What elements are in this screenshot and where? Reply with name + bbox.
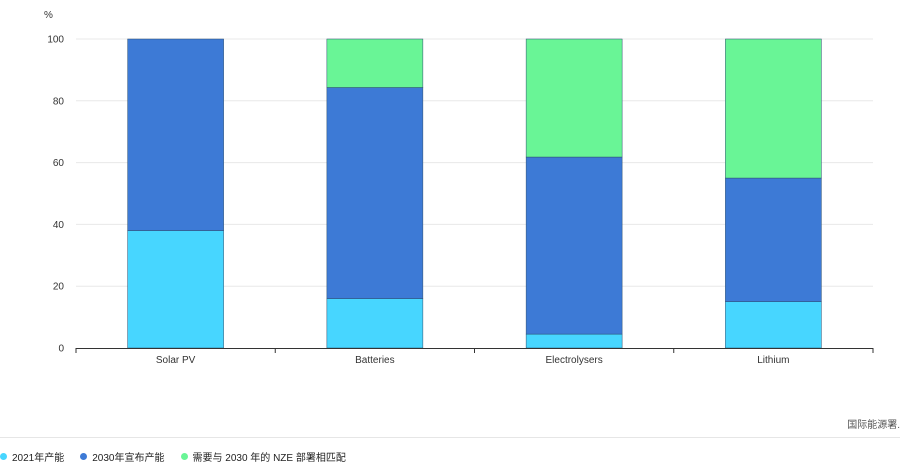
bar-segment — [725, 38, 822, 179]
x-tick-label: Electrolysers — [546, 355, 603, 366]
legend-item[interactable]: 需要与 2030 年的 NZE 部署相匹配 — [180, 449, 346, 464]
bar-segment — [725, 301, 822, 349]
legend-label: 2030年宣布产能 — [92, 453, 165, 464]
bar-segment — [326, 87, 424, 299]
axes: 0 20 40 60 80 100 Solar PV Batteries Electrolyse… — [47, 35, 874, 366]
legend: 2021年产能 2030年宣布产能 需要与 2030 年的 NZE 部署相匹配 — [0, 449, 346, 464]
y-unit-label: % — [44, 10, 53, 21]
legend-item[interactable]: 2030年宣布产能 — [80, 449, 165, 464]
bar-segment — [127, 38, 224, 231]
legend-divider — [0, 437, 900, 438]
y-tick-label: 40 — [53, 220, 65, 231]
legend-dot-icon — [0, 453, 7, 460]
bar-segment — [525, 38, 623, 158]
x-tick-label: Batteries — [355, 355, 394, 366]
bars — [127, 38, 822, 349]
bar-segment — [525, 156, 623, 335]
y-tick-label: 60 — [53, 158, 65, 169]
bar-segment — [725, 177, 822, 302]
x-tick-label: Solar PV — [156, 355, 196, 366]
legend-dot-icon — [80, 453, 88, 460]
bar-segment — [326, 298, 424, 349]
legend-label: 2021年产能 — [12, 453, 65, 464]
legend-label: 需要与 2030 年的 NZE 部署相匹配 — [192, 453, 346, 464]
y-tick-label: 100 — [47, 35, 64, 46]
x-tick-label: Lithium — [757, 355, 789, 366]
y-tick-label: 20 — [53, 282, 65, 293]
bar-segment — [326, 38, 424, 88]
legend-dot-icon — [180, 453, 188, 460]
bar-segment — [127, 230, 224, 349]
bar-segment — [525, 333, 623, 349]
y-tick-label: 0 — [58, 344, 64, 355]
stacked-bar-chart: 0 20 40 60 80 100 Solar PV Batteries Electrolyse… — [44, 10, 874, 366]
y-tick-label: 80 — [53, 96, 65, 107]
source-label: 国际能源署. — [847, 420, 900, 431]
legend-item[interactable]: 2021年产能 — [0, 449, 64, 464]
